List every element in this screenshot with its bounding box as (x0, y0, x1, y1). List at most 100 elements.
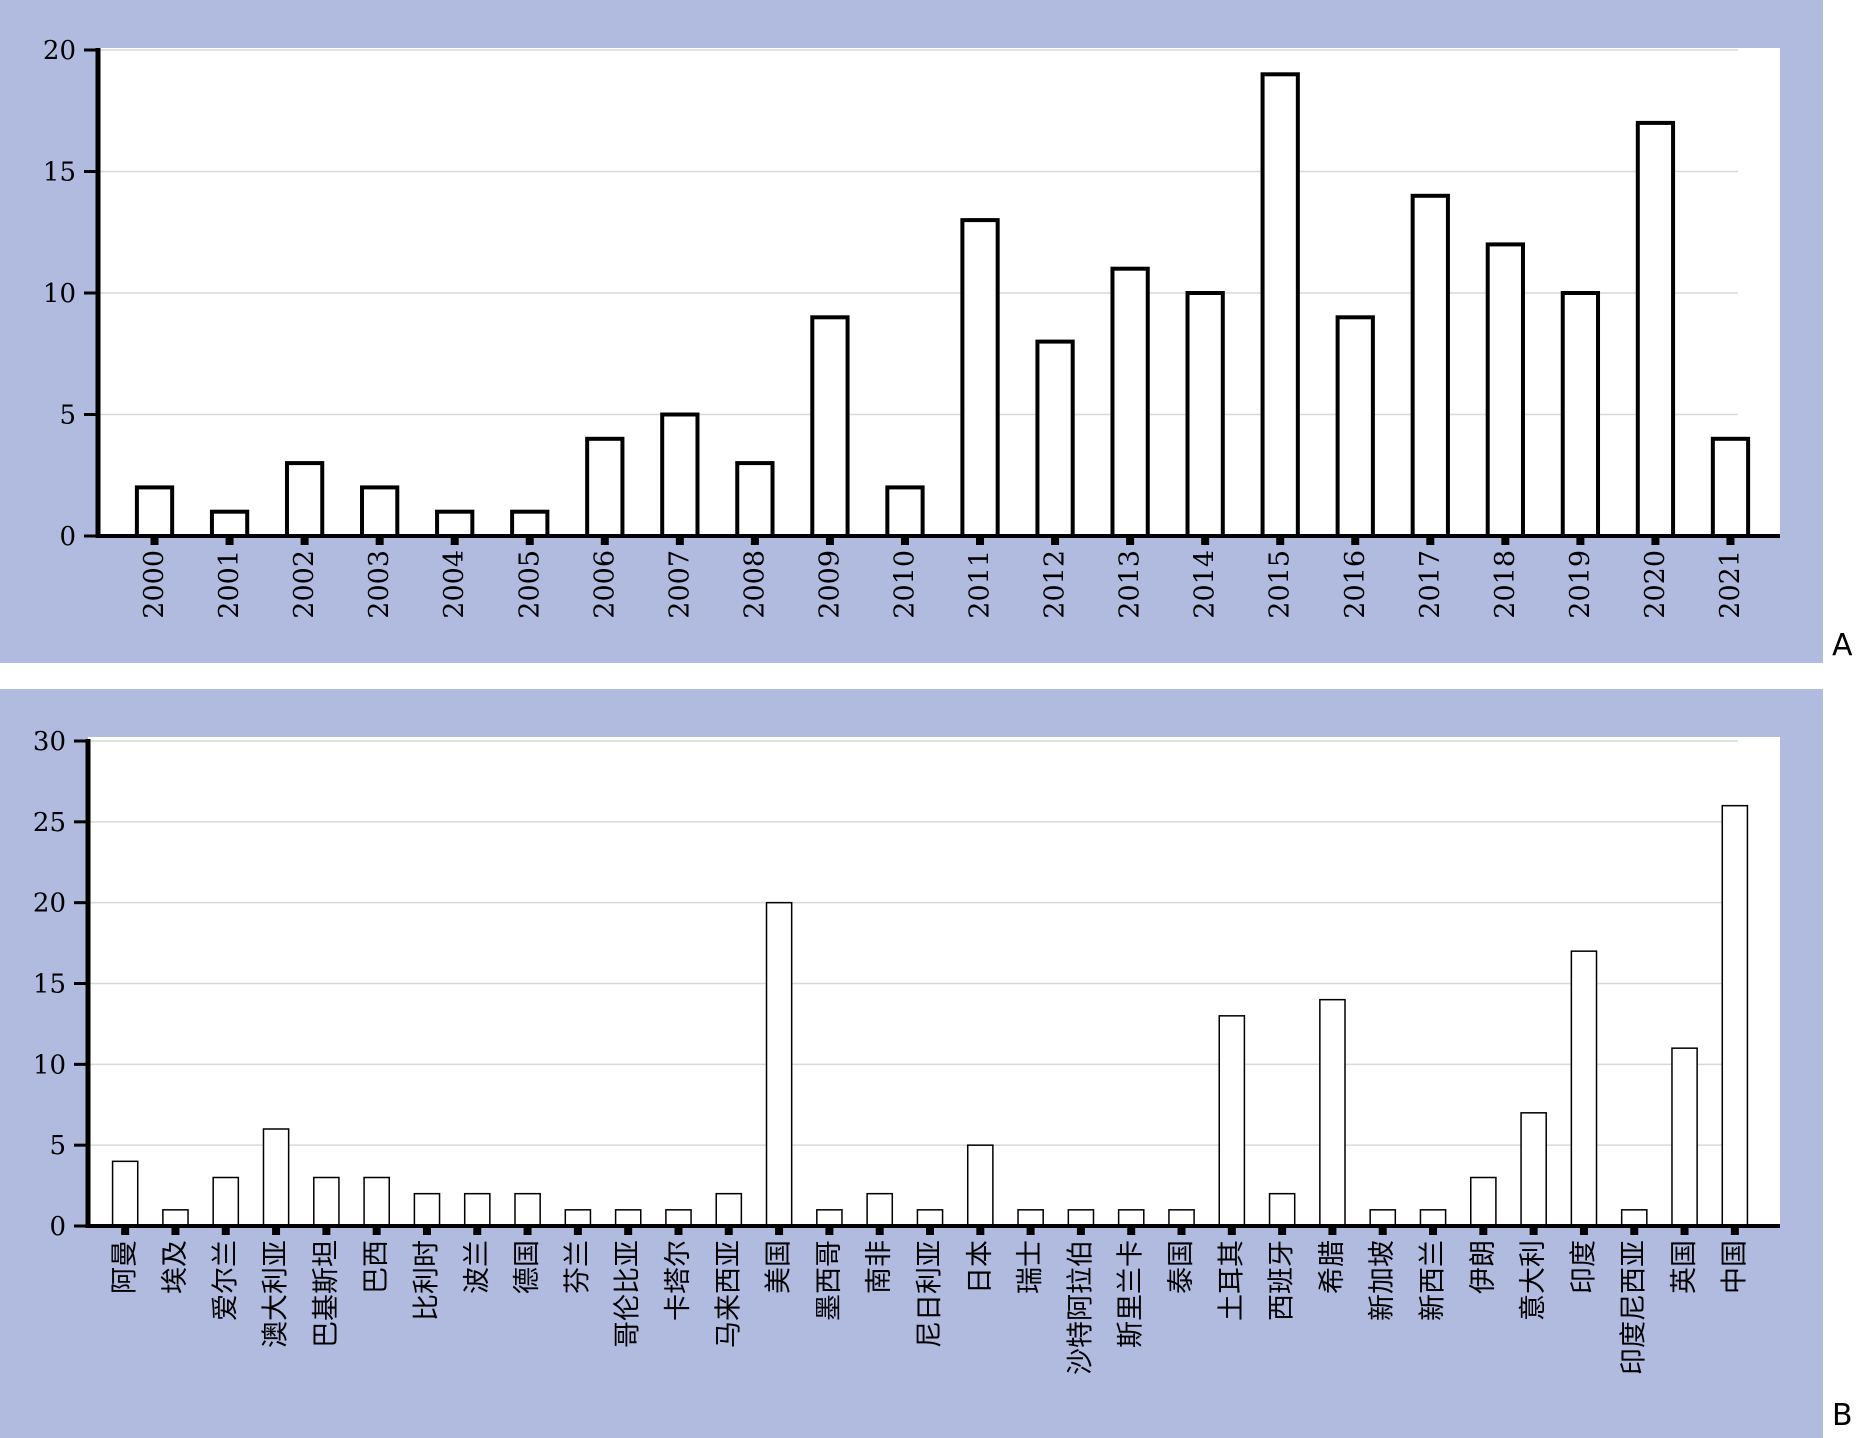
x-tick-label: 意大利 (1518, 1240, 1549, 1321)
bar (585, 436, 625, 538)
y-tick-label: 30 (33, 727, 66, 757)
x-tick-label: 巴基斯坦 (311, 1240, 342, 1348)
x-tick-label: 2009 (814, 550, 845, 619)
bar (1470, 1176, 1497, 1227)
bar (313, 1176, 340, 1227)
bar (413, 1192, 441, 1227)
bar (735, 461, 775, 539)
y-tick-label: 15 (33, 970, 66, 1000)
x-tick-label: 印度尼西亚 (1619, 1240, 1650, 1375)
x-tick-label: 印度 (1568, 1240, 1599, 1294)
bar (212, 1176, 240, 1227)
bar (665, 1209, 692, 1227)
x-tick-label: 2003 (364, 550, 395, 619)
x-tick-label: 2002 (289, 550, 320, 619)
x-tick-label: 西班牙 (1267, 1240, 1298, 1321)
bar (816, 1209, 843, 1227)
bar (1369, 1209, 1397, 1227)
x-tick-label: 2021 (1715, 550, 1746, 619)
x-tick-label: 卡塔尔 (663, 1240, 694, 1321)
bar (885, 485, 925, 538)
x-tick-label: 中国 (1719, 1240, 1750, 1294)
y-tick-label: 25 (33, 808, 66, 838)
chart-a: 0 5 10 15 20 2000 2001 2002 2003 2004 2005 2006 2007… (43, 36, 1780, 619)
bar (360, 485, 400, 538)
bar (960, 218, 1000, 538)
bar (162, 1209, 189, 1227)
bar (1168, 1209, 1195, 1227)
x-tick-label: 日本 (965, 1240, 996, 1294)
panel-b: 0 5 10 15 20 25 30 阿曼 埃及 爱尔兰 澳大利亚 巴基斯坦 巴西 比利时 波兰 德国 芬兰 哥伦… (0, 689, 1823, 1438)
bar (363, 1176, 390, 1227)
x-tick-label: 2014 (1190, 550, 1221, 619)
x-tick-label: 新加坡 (1367, 1240, 1398, 1321)
bar (1671, 1047, 1698, 1227)
bar (715, 1192, 743, 1227)
x-tick-label: 巴西 (361, 1240, 392, 1294)
bar (1710, 436, 1751, 538)
bar (1218, 1015, 1246, 1227)
bar (1319, 998, 1346, 1227)
bar (111, 1160, 139, 1227)
bar (866, 1192, 894, 1227)
bar (660, 412, 700, 538)
x-tick-label: 瑞士 (1015, 1240, 1046, 1294)
bar (1260, 72, 1300, 539)
x-tick-label: 希腊 (1317, 1240, 1348, 1294)
x-tick-label: 2000 (139, 550, 170, 619)
x-tick-label: 2013 (1115, 550, 1146, 619)
bar (966, 1144, 994, 1227)
x-tick-label: 墨西哥 (814, 1240, 845, 1321)
bar (1268, 1192, 1296, 1227)
bar (1620, 1209, 1648, 1227)
x-tick-label: 2012 (1040, 550, 1071, 619)
bar (510, 509, 550, 539)
y-tick-label: 0 (59, 522, 76, 552)
y-tick-label: 20 (43, 36, 76, 66)
x-tick-label: 美国 (764, 1240, 795, 1294)
x-tick-label: 泰国 (1166, 1240, 1197, 1294)
plot-area (98, 48, 1780, 536)
x-tick-label: 比利时 (411, 1240, 442, 1321)
bar (765, 901, 793, 1227)
x-tick-label: 2005 (514, 550, 545, 619)
bar (810, 315, 850, 538)
x-tick-label: 2015 (1265, 550, 1296, 619)
x-tick-label: 斯里兰卡 (1116, 1240, 1147, 1348)
bar (1721, 804, 1749, 1227)
x-tick-label: 2004 (439, 550, 470, 619)
x-tick-label: 澳大利亚 (261, 1240, 292, 1348)
x-tick-label: 土耳其 (1216, 1240, 1247, 1321)
x-tick-label: 沙特阿拉伯 (1065, 1240, 1096, 1375)
x-tick-label: 2007 (664, 550, 695, 619)
bar (284, 461, 325, 539)
bar (1410, 193, 1450, 539)
x-tick-label: 南非 (864, 1240, 895, 1294)
bar (435, 509, 475, 539)
bar (463, 1192, 491, 1227)
x-tick-label: 2019 (1565, 550, 1596, 619)
bar (1067, 1209, 1095, 1227)
y-tick-label: 20 (33, 889, 66, 919)
bar (916, 1209, 944, 1227)
bar (564, 1209, 592, 1227)
bar (262, 1128, 290, 1227)
x-tick-label: 2006 (589, 550, 620, 619)
x-tick-label: 马来西亚 (713, 1240, 744, 1348)
x-tick-label: 哥伦比亚 (613, 1240, 644, 1348)
bar (134, 485, 175, 538)
panel-b-letter: B (1832, 1398, 1853, 1433)
x-tick-label: 埃及 (160, 1240, 191, 1294)
bar (1635, 120, 1676, 539)
x-tick-label: 2016 (1340, 550, 1371, 619)
bar (1335, 315, 1375, 538)
x-tick-label: 2011 (965, 550, 996, 619)
bar (1017, 1209, 1044, 1227)
bar (614, 1209, 642, 1227)
x-tick-label: 爱尔兰 (210, 1240, 241, 1321)
x-tick-label: 新西兰 (1418, 1240, 1449, 1321)
chart-b: 0 5 10 15 20 25 30 阿曼 埃及 爱尔兰 澳大利亚 巴基斯坦 巴西 比利时 波兰 德国 芬兰 哥伦… (33, 727, 1780, 1375)
bar (209, 509, 250, 539)
x-tick-label: 2018 (1490, 550, 1521, 619)
x-tick-label: 2020 (1640, 550, 1671, 619)
